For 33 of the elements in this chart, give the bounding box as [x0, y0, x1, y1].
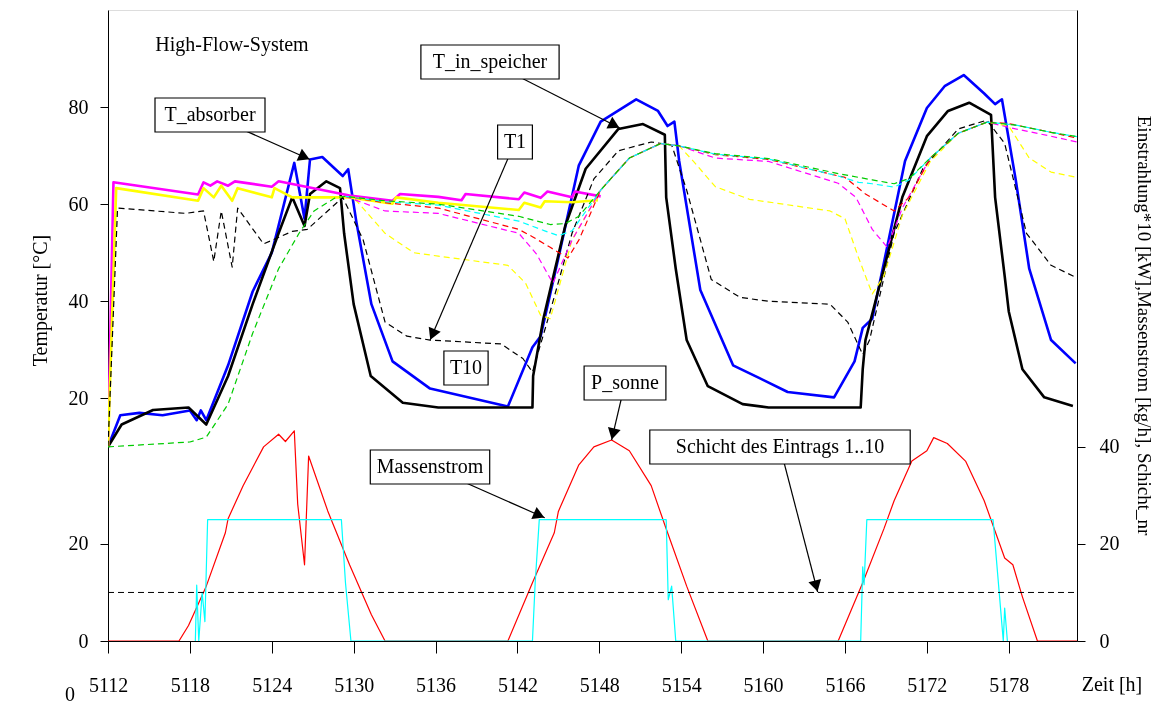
- x-tick-label: 5148: [579, 673, 620, 696]
- line-series: [344, 121, 1077, 237]
- annotation: High-Flow-System: [155, 33, 310, 56]
- y2-tick-label: 20: [1099, 532, 1120, 555]
- x-tick-label: 5154: [661, 673, 702, 696]
- y3-tick-label: 0: [78, 629, 89, 652]
- x-tick-label: 5142: [497, 673, 538, 696]
- annotation: T_absorber: [164, 103, 256, 125]
- text: 0: [65, 683, 75, 705]
- y2-tick-label: 0: [1099, 629, 1110, 652]
- x-tick-label: 5118: [170, 673, 211, 696]
- annotation: Schicht des Eintrags 1..10: [675, 435, 885, 458]
- y-tick-label: 20: [68, 386, 89, 409]
- x-tick-label: 5130: [334, 673, 375, 696]
- x-tick-label: 5172: [907, 673, 948, 696]
- x-tick-label: 5178: [989, 673, 1030, 696]
- x-tick-label: 5136: [416, 673, 457, 696]
- x-axis-title: Zeit [h]: [1081, 673, 1143, 695]
- annotation: T1: [503, 130, 527, 152]
- y2-axis-title: Einstrahlung*10 [kW],Massenstrom [kg/h], Schicht_nr: [1133, 115, 1155, 536]
- annotation: Massenstrom: [376, 455, 484, 477]
- y-tick-label: 60: [68, 192, 89, 215]
- annotation: T10: [449, 356, 483, 378]
- y-tick-label: 80: [68, 95, 89, 118]
- y2-tick-label: 40: [1099, 435, 1120, 458]
- annotation: T_in_speicher: [432, 50, 548, 73]
- y-axis-title: Temperatur [°C]: [28, 234, 52, 367]
- y-tick-label: 40: [68, 289, 89, 312]
- x-tick-label: 5112: [88, 673, 129, 696]
- annotation: P_sonne: [591, 371, 660, 393]
- x-tick-label: 5124: [252, 673, 293, 696]
- x-tick-label: 5166: [825, 673, 866, 696]
- x-tick-label: 5160: [743, 673, 784, 696]
